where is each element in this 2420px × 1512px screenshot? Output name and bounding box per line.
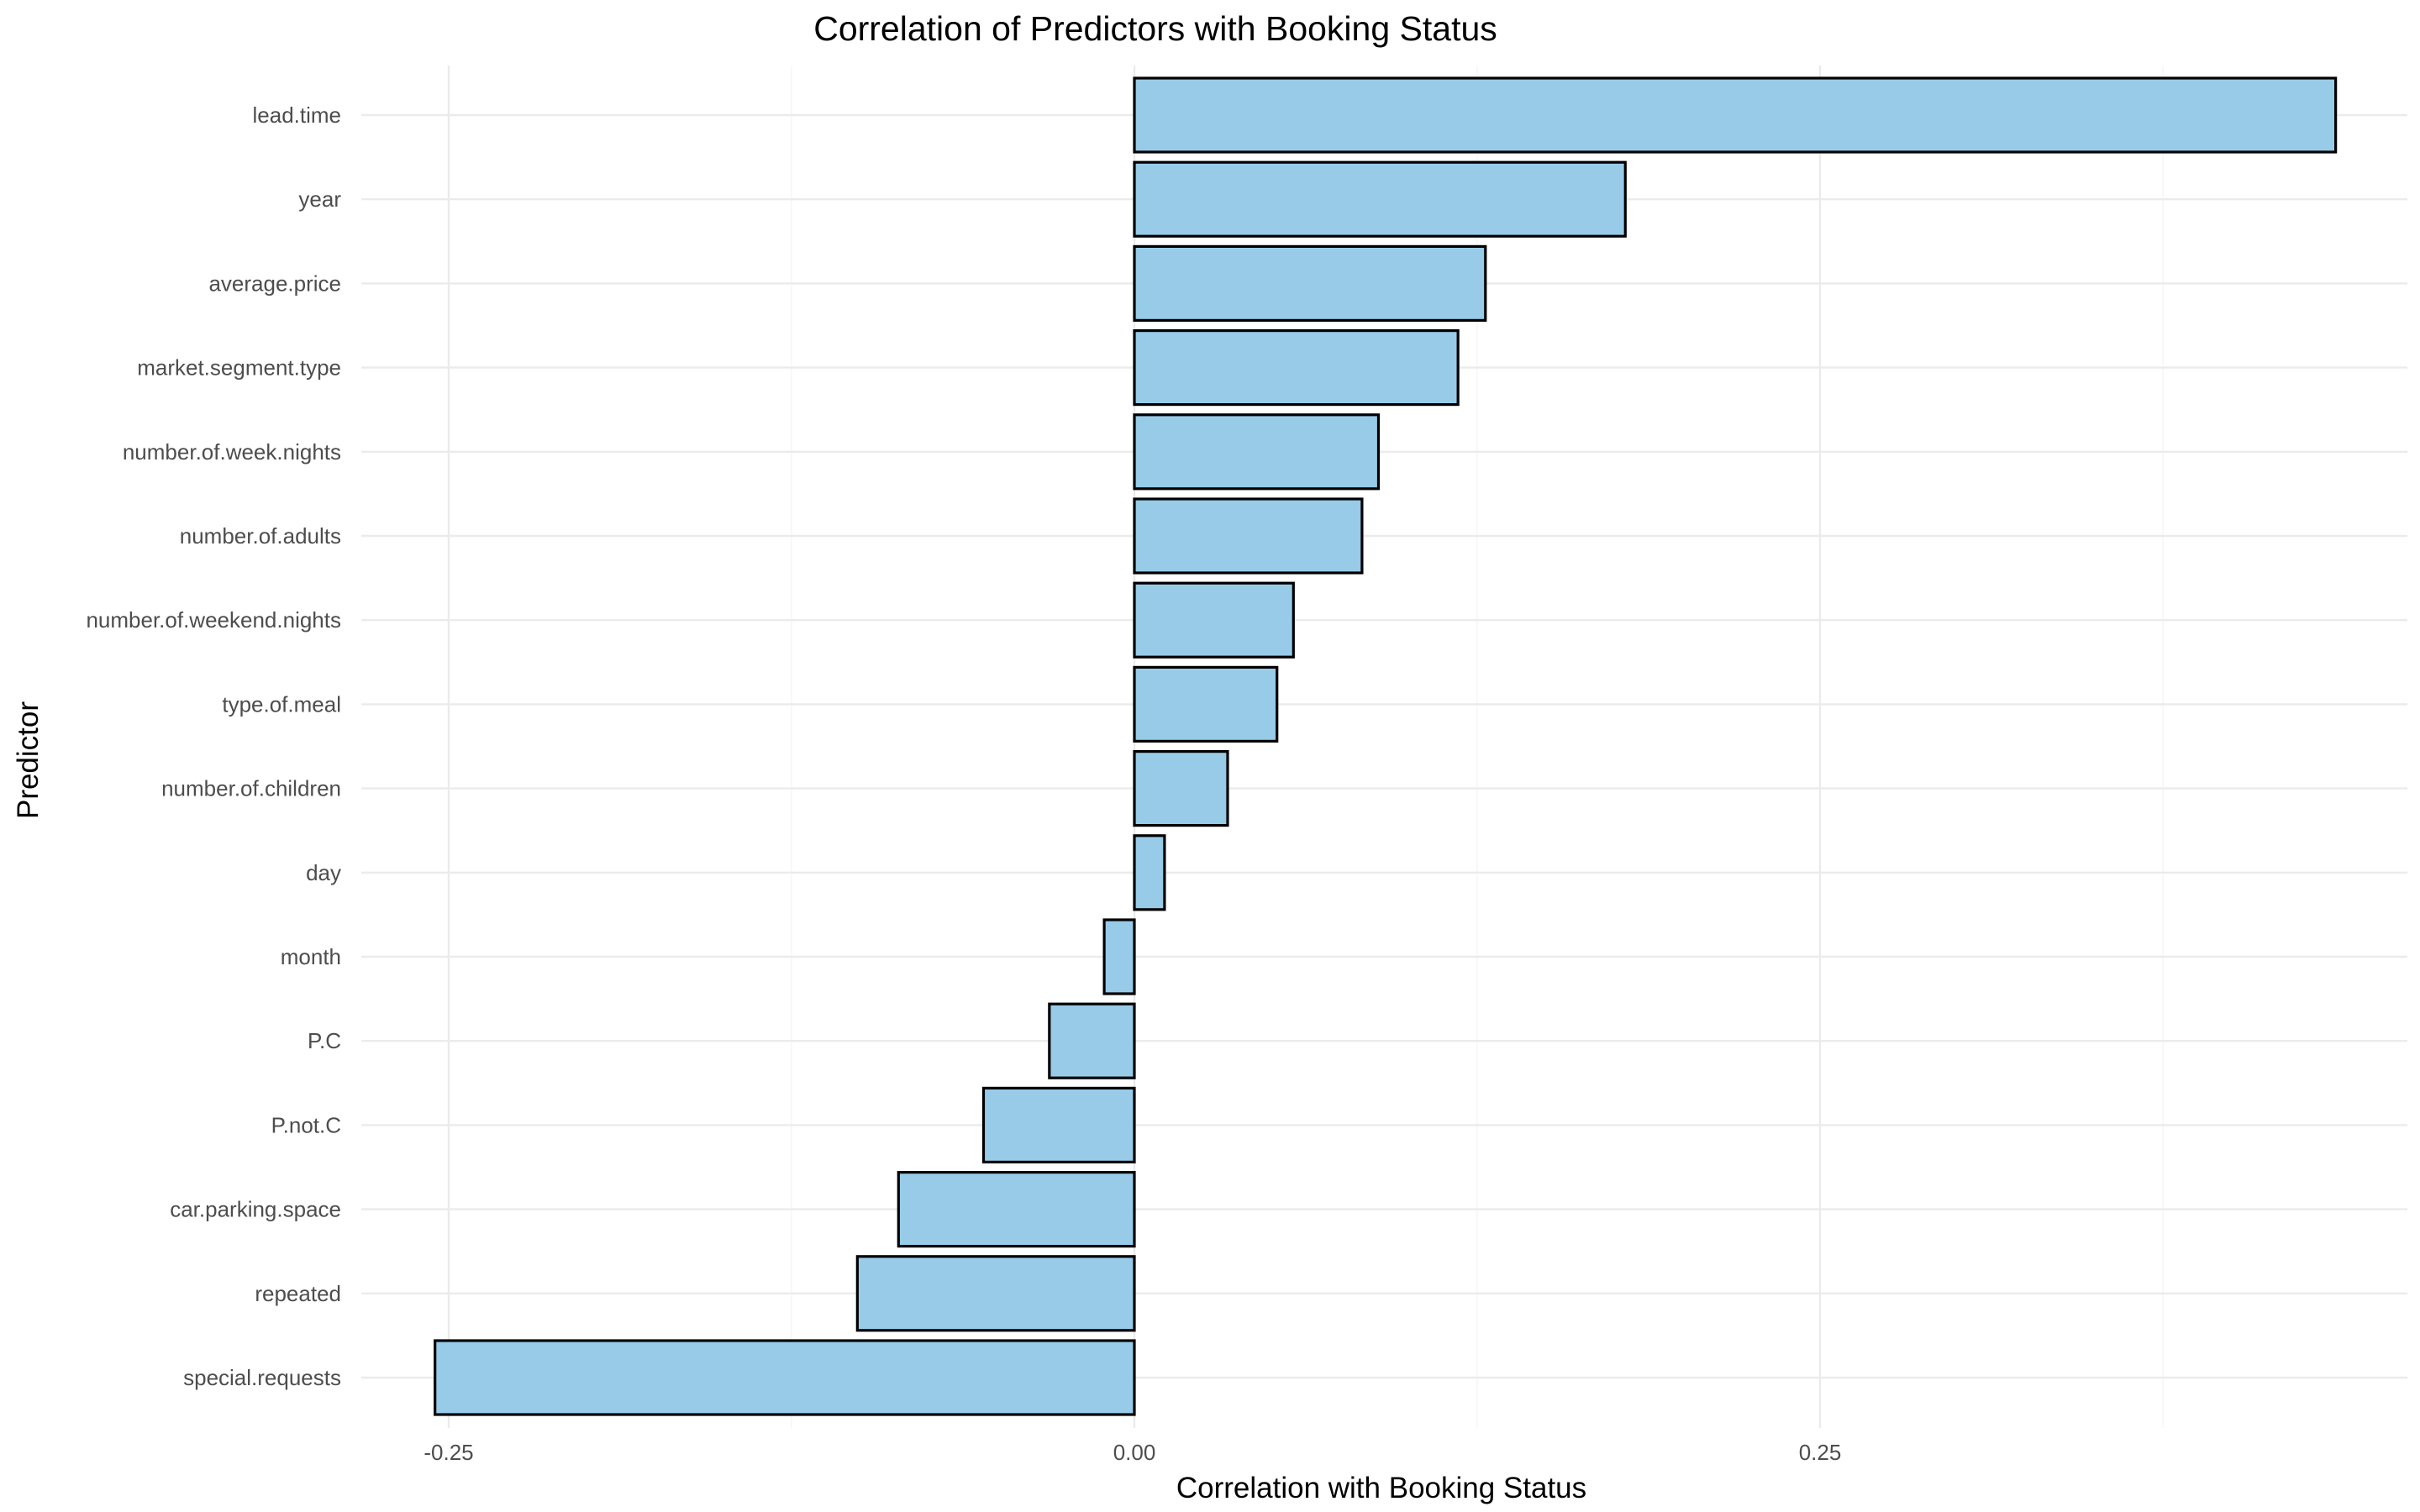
y-tick-labels: lead.time year average.price market.segment… [86,102,341,1390]
y-tick-label: type.of.meal [222,691,341,717]
bar-market-segment-type [1133,329,1460,407]
bar-p-c [1048,1002,1136,1079]
y-tick-label: number.of.children [161,776,341,801]
x-tick-labels: -0.25 0.00 0.25 [424,1440,1841,1465]
y-tick-label: special.requests [183,1365,341,1390]
bar-number-of-children [1133,749,1229,827]
y-tick-label: repeated [255,1281,341,1306]
bar-p-not-c [981,1086,1136,1164]
bar-special-requests [434,1339,1136,1416]
bar-type-of-meal [1133,665,1279,743]
y-tick-label: number.of.weekend.nights [86,607,341,633]
y-tick-label: lead.time [253,102,342,128]
y-tick-label: year [298,186,341,212]
x-axis-title: Correlation with Booking Status [1176,1472,1586,1504]
y-tick-label: average.price [208,270,341,296]
chart-title: Correlation of Predictors with Booking S… [813,9,1497,48]
bar-day [1133,834,1166,911]
y-tick-label: month [281,944,341,969]
bar-number-of-weekend-nights [1133,581,1295,659]
x-tick-label: -0.25 [424,1440,473,1465]
bar-year [1133,160,1627,238]
bar-number-of-adults [1133,497,1364,575]
y-tick-label: P.C [308,1028,341,1053]
y-tick-label: market.segment.type [137,355,341,381]
bar-average-price [1133,244,1487,322]
x-tick-label: 0.25 [1799,1440,1842,1465]
bar-month [1102,918,1136,995]
y-tick-label: day [306,860,341,885]
y-tick-label: number.of.week.nights [123,439,341,465]
bars [434,76,2338,1416]
bar-car-parking-space [897,1170,1136,1248]
x-tick-label: 0.00 [1113,1440,1156,1465]
bar-repeated [855,1255,1136,1332]
bar-lead-time [1133,76,2338,154]
y-tick-label: car.parking.space [170,1197,341,1222]
y-tick-label: P.not.C [271,1112,341,1137]
y-tick-label: number.of.adults [180,523,341,549]
bar-number-of-week-nights [1133,413,1381,491]
y-axis-title: Predictor [12,701,45,819]
